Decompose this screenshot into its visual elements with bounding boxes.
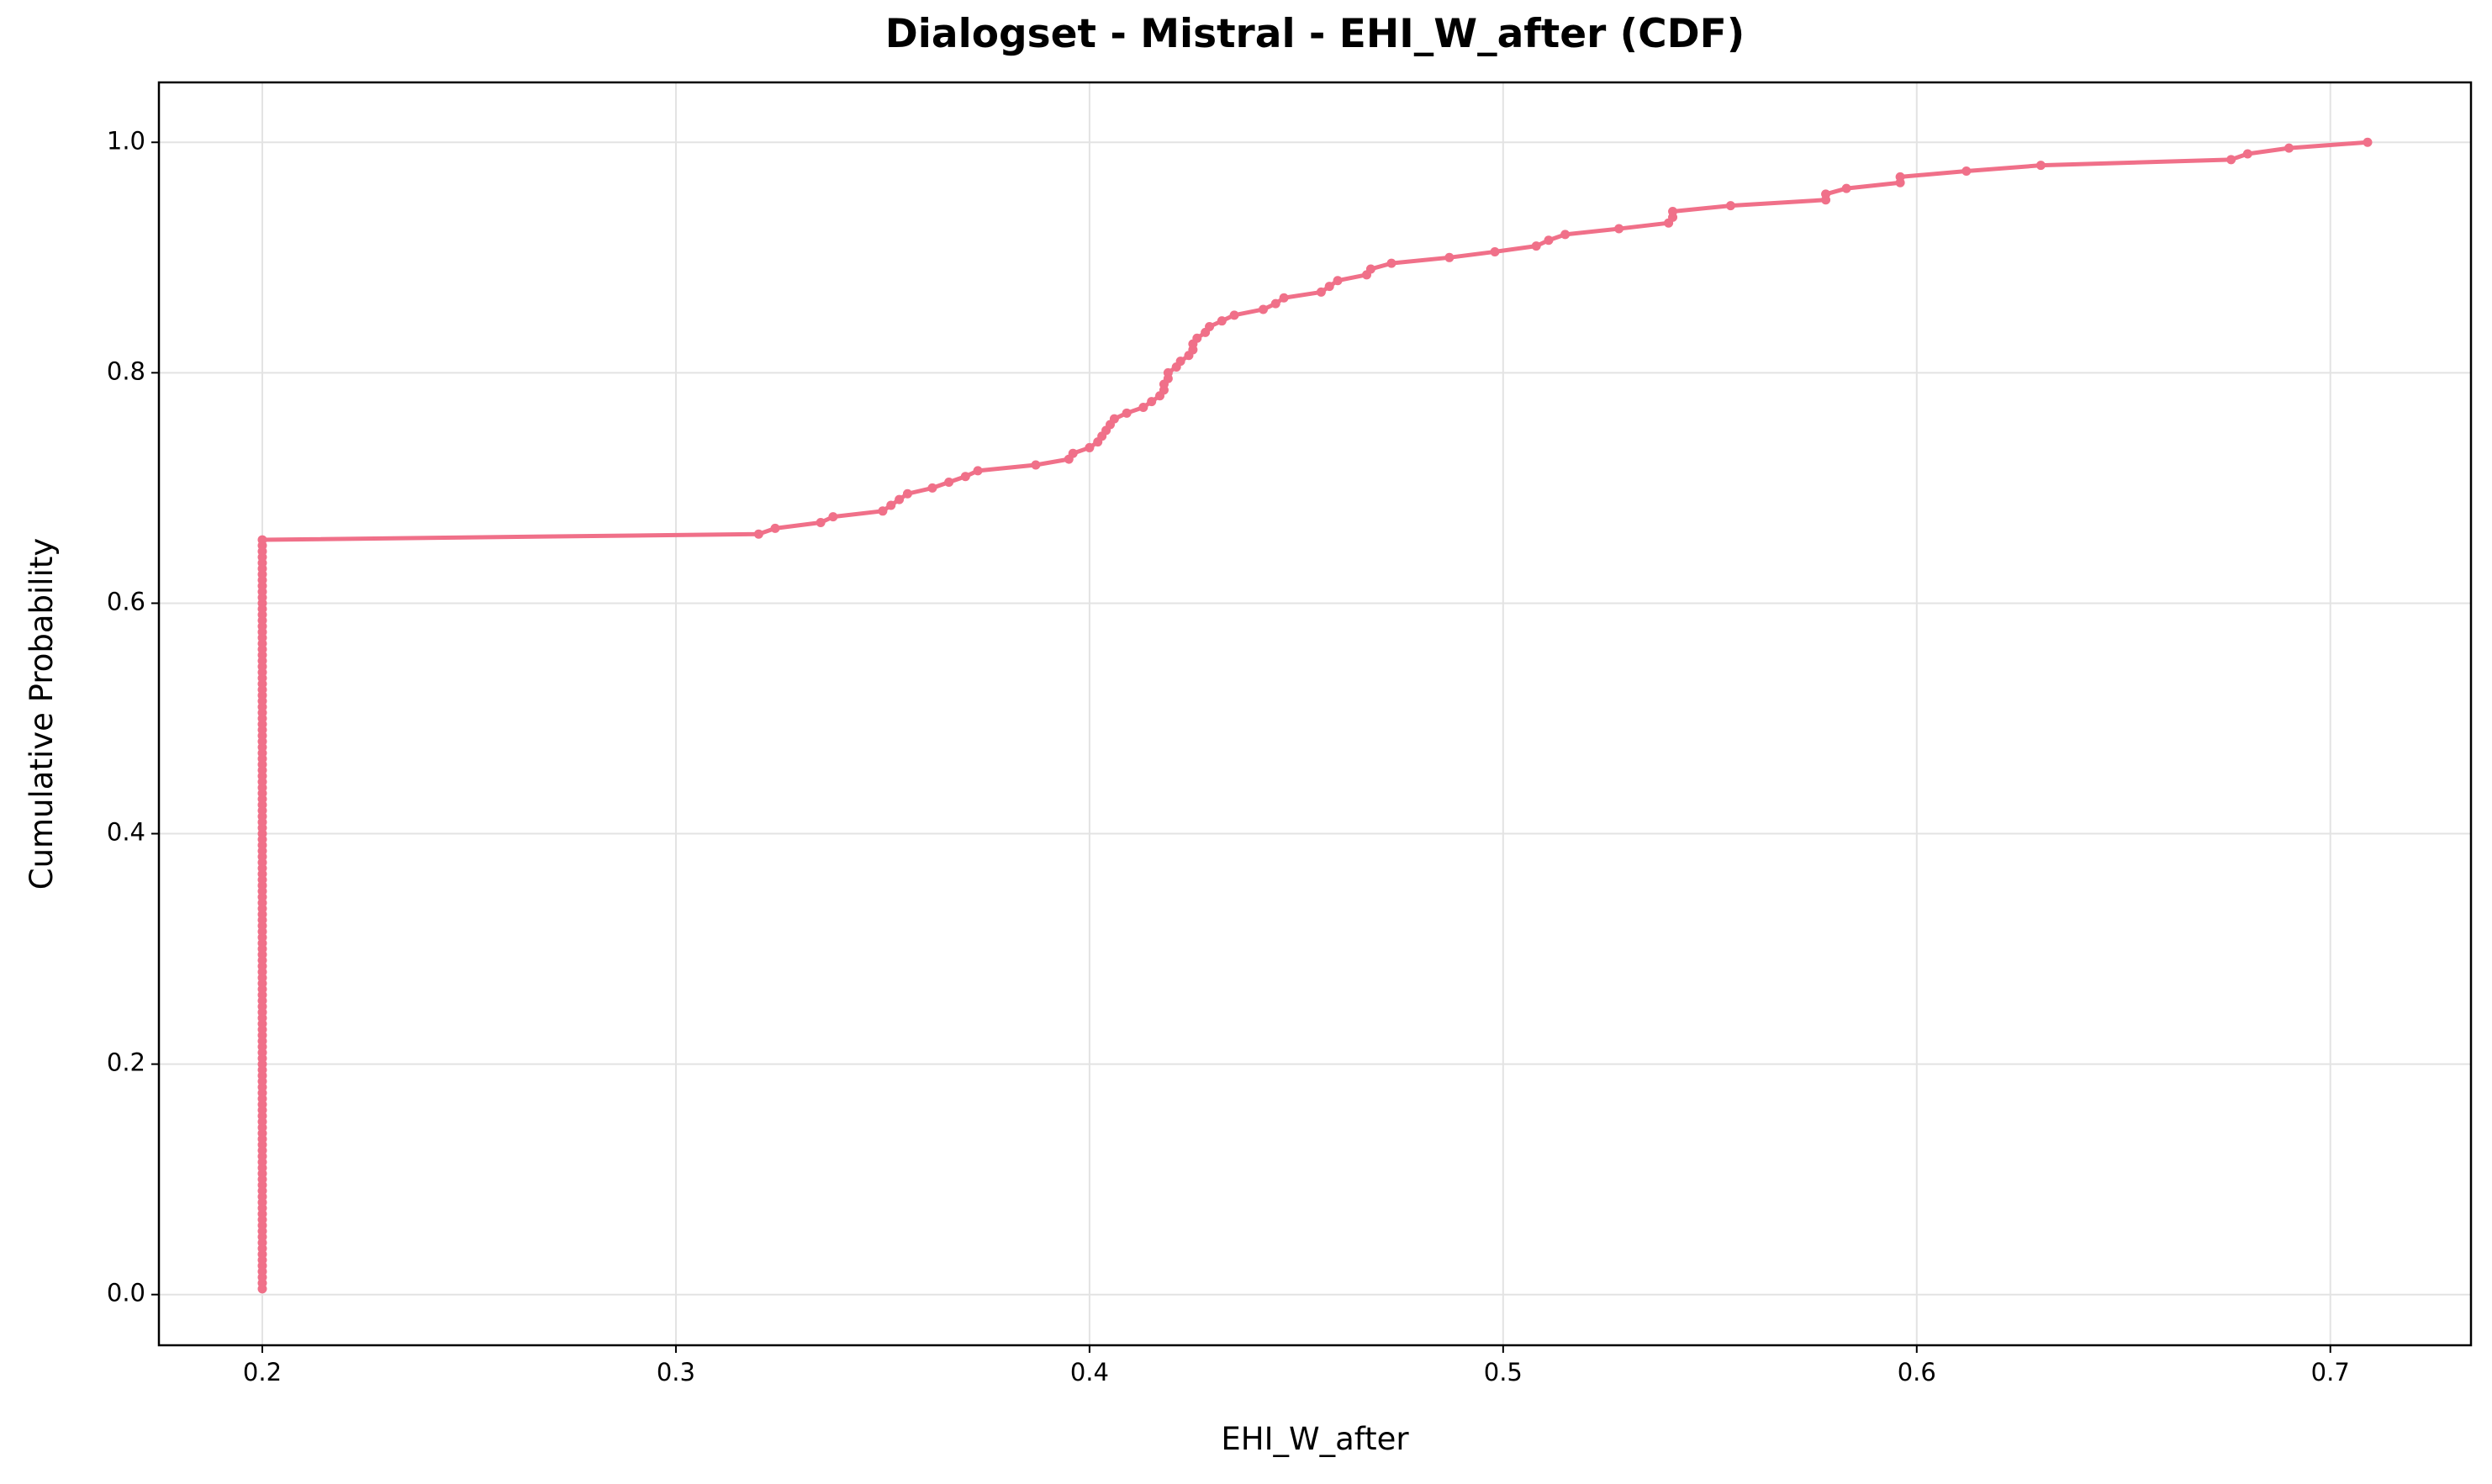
data-point: [1841, 183, 1851, 193]
data-point: [1270, 298, 1280, 309]
data-point: [1324, 282, 1334, 292]
y-tick-label: 0.8: [107, 356, 145, 385]
y-tick-label: 0.4: [107, 818, 145, 847]
y-tick-label: 1.0: [107, 126, 145, 155]
x-tick-label: 0.5: [1484, 1358, 1523, 1386]
data-point: [1122, 408, 1132, 418]
data-point: [2226, 155, 2236, 165]
data-point: [1259, 304, 1269, 314]
data-point: [2035, 161, 2046, 171]
ticks: 0.2 0.3 0.4 0.5 0.6 0.7 0.0 0.2 0.4 0.6 0.8 1.0: [107, 126, 2350, 1386]
data-point: [1365, 264, 1375, 274]
data-point: [753, 529, 763, 539]
data-point: [1531, 241, 1541, 251]
data-point: [1192, 333, 1202, 343]
data-point: [2284, 143, 2294, 153]
data-point: [1138, 402, 1148, 412]
cdf-line: [260, 140, 2368, 1289]
data-point: [1560, 230, 1571, 240]
data-point: [1085, 442, 1095, 452]
data-point: [816, 518, 826, 528]
y-tick-label: 0.0: [107, 1279, 145, 1307]
data-point: [927, 483, 937, 493]
chart-title: Dialogset - Mistral - EHI_W_after (CDF): [885, 11, 1745, 57]
data-point: [1147, 397, 1157, 407]
y-tick-label: 0.2: [107, 1048, 145, 1077]
data-point: [1109, 414, 1119, 424]
data-point: [1490, 246, 1500, 256]
data-point: [1725, 201, 1735, 211]
data-point: [1031, 460, 1041, 470]
data-point: [902, 489, 912, 499]
data-point: [973, 466, 983, 476]
data-point: [886, 500, 896, 510]
x-tick-label: 0.3: [657, 1358, 695, 1386]
x-axis-label: EHI_W_after: [1221, 1421, 1409, 1457]
x-tick-label: 0.4: [1070, 1358, 1109, 1386]
data-point: [1333, 276, 1343, 286]
plot-frame: [157, 81, 2473, 1347]
y-axis-label: Cumulative Probability: [24, 538, 60, 890]
data-point: [1614, 224, 1624, 234]
data-point: [1544, 235, 1554, 246]
data-point: [1229, 310, 1239, 320]
data-point: [960, 472, 970, 482]
data-point: [257, 535, 267, 545]
data-point: [878, 506, 888, 516]
data-point: [828, 512, 838, 522]
data-point: [770, 523, 780, 533]
data-point: [895, 494, 905, 504]
data-point: [1175, 356, 1185, 367]
x-tick-label: 0.7: [2311, 1358, 2350, 1386]
data-point: [1444, 252, 1455, 262]
grid: [159, 82, 2471, 1345]
data-point: [1068, 448, 1078, 458]
data-point: [1205, 322, 1215, 332]
data-point: [1961, 166, 1972, 177]
data-point: [1279, 293, 1289, 303]
data-point: [2242, 149, 2252, 159]
data-point: [1316, 287, 1326, 297]
data-point: [1163, 367, 1173, 378]
data-point: [1821, 189, 1831, 199]
data-point: [1668, 206, 1678, 216]
data-point: [1386, 258, 1396, 268]
data-point: [944, 478, 954, 488]
y-tick-label: 0.6: [107, 587, 145, 615]
x-tick-label: 0.6: [1898, 1358, 1936, 1386]
x-tick-label: 0.2: [243, 1358, 282, 1386]
data-point: [1895, 172, 1905, 182]
data-point: [2363, 137, 2373, 147]
marks: [257, 137, 2373, 1294]
data-point: [1217, 316, 1227, 326]
